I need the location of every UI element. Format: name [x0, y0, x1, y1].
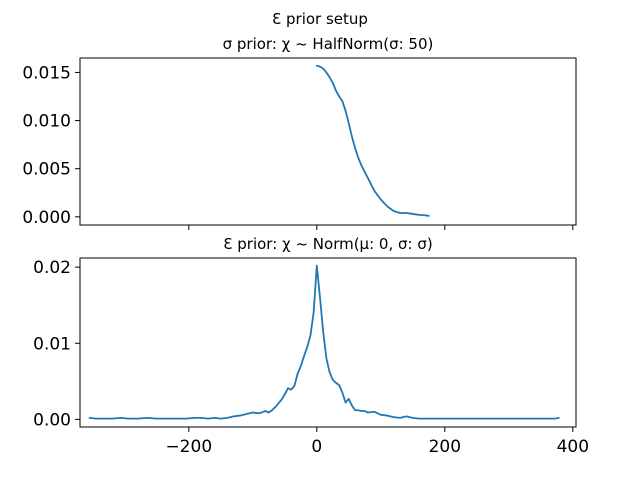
bottom-x-tick-label: 200 — [429, 437, 461, 457]
bottom-x-tick-label: 400 — [557, 437, 589, 457]
bottom-axes-frame — [79, 257, 577, 428]
bottom-x-tick-label: −200 — [165, 437, 212, 457]
bottom-y-tick-label: 0.01 — [33, 334, 71, 354]
bottom-y-tick-label: 0.02 — [33, 258, 71, 278]
bottom-series-group — [88, 264, 560, 420]
top-y-tick-label: 0.015 — [22, 63, 71, 83]
top-axes-title: σ prior: χ ~ HalfNorm(σ: 50) — [223, 35, 434, 53]
top-series-line — [315, 64, 430, 217]
bottom-axes-epsilon-prior: Ɛ prior: χ ~ Norm(μ: 0, σ: σ) 0.000.010.… — [33, 235, 589, 457]
figure-suptitle: Ɛ prior setup — [272, 10, 368, 28]
bottom-series-line — [88, 264, 560, 420]
top-axes-frame — [79, 57, 577, 226]
bottom-x-tick-label: 0 — [311, 437, 322, 457]
top-y-ticks: 0.000 0.005 0.010 0.015 — [22, 63, 80, 228]
top-y-tick-label: 0.010 — [22, 112, 71, 132]
bottom-x-ticks: −200 0 200 400 — [165, 427, 589, 457]
bottom-y-ticks: 0.00 0.01 0.02 — [33, 258, 80, 430]
top-series-group — [315, 64, 430, 217]
top-axes-sigma-prior: σ prior: χ ~ HalfNorm(σ: 50) 0.0000.0050… — [22, 35, 577, 230]
bottom-y-tick-label: 0.00 — [33, 410, 71, 430]
bottom-axes-title: Ɛ prior: χ ~ Norm(μ: 0, σ: σ) — [223, 235, 432, 253]
top-x-ticks — [188, 225, 574, 230]
top-y-tick-label: 0.005 — [22, 160, 71, 180]
top-y-tick-label: 0.000 — [22, 208, 71, 228]
